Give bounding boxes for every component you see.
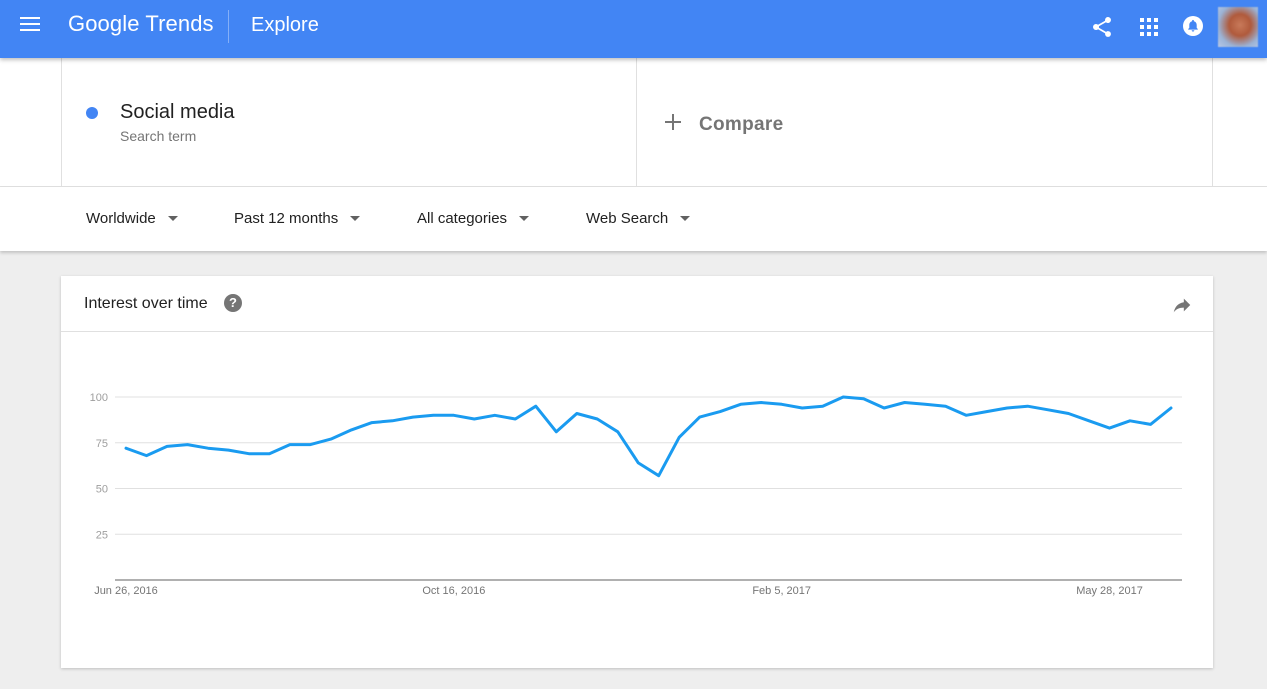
compare-label: Compare xyxy=(699,114,784,135)
search-type-dropdown[interactable]: Web Search xyxy=(586,210,691,227)
account-avatar[interactable] xyxy=(1218,7,1258,47)
y-tick-label: 100 xyxy=(90,392,108,404)
search-type-label: Web Search xyxy=(586,210,669,227)
compare-button[interactable]: Compare xyxy=(637,58,1213,187)
help-icon[interactable]: ? xyxy=(224,294,242,312)
term-name[interactable]: Social media xyxy=(120,101,235,123)
x-tick-label: Oct 16, 2016 xyxy=(422,585,485,597)
series-line-social-media xyxy=(124,395,1173,478)
period-dropdown[interactable]: Past 12 months xyxy=(234,210,361,227)
search-term-card[interactable]: Social media Search term xyxy=(61,58,637,187)
y-tick-label: 50 xyxy=(96,484,108,496)
card-header: Interest over time ? xyxy=(61,276,1213,332)
card-title: Interest over time xyxy=(84,295,208,312)
category-label: All categories xyxy=(417,210,508,227)
x-tick-label: Feb 5, 2017 xyxy=(752,585,811,597)
category-dropdown[interactable]: All categories xyxy=(417,210,530,227)
apps-grid-icon[interactable] xyxy=(1138,16,1160,38)
region-label: Worldwide xyxy=(86,210,156,227)
interest-line-chart: 25 50 75 100 Jun 26, 2016 Oct 16, 2016 Feb 5, … xyxy=(90,392,1182,597)
period-label: Past 12 months xyxy=(234,210,339,227)
share-arrow-icon[interactable] xyxy=(1171,294,1193,316)
notifications-icon[interactable] xyxy=(1182,15,1204,37)
region-dropdown[interactable]: Worldwide xyxy=(86,210,178,227)
plus-icon xyxy=(665,114,681,130)
y-tick-label: 75 xyxy=(96,438,108,450)
header-divider xyxy=(228,10,229,43)
dropdown-arrow-icon xyxy=(519,216,530,221)
y-tick-label: 25 xyxy=(96,529,108,541)
share-icon[interactable] xyxy=(1090,15,1114,39)
dropdown-arrow-icon xyxy=(167,216,178,221)
x-tick-label: May 28, 2017 xyxy=(1076,585,1143,597)
page-title: Explore xyxy=(251,14,319,36)
term-type: Search term xyxy=(120,128,197,144)
search-terms-bar: Social media Search term Compare xyxy=(0,58,1267,187)
term-color-dot xyxy=(86,107,98,119)
dropdown-arrow-icon xyxy=(350,216,361,221)
top-app-bar: Google Trends Explore xyxy=(0,0,1267,58)
menu-icon[interactable] xyxy=(20,17,40,33)
logo-google-text: Google xyxy=(68,11,140,36)
filters-bar: Worldwide Past 12 months All categories … xyxy=(0,187,1267,251)
interest-over-time-card: Interest over time ? 25 50 75 100 Jun 26, 20… xyxy=(61,276,1213,668)
google-trends-logo[interactable]: Google Trends xyxy=(68,11,214,37)
logo-trends-text: Trends xyxy=(145,11,214,36)
dropdown-arrow-icon xyxy=(680,216,691,221)
x-tick-label: Jun 26, 2016 xyxy=(94,585,158,597)
